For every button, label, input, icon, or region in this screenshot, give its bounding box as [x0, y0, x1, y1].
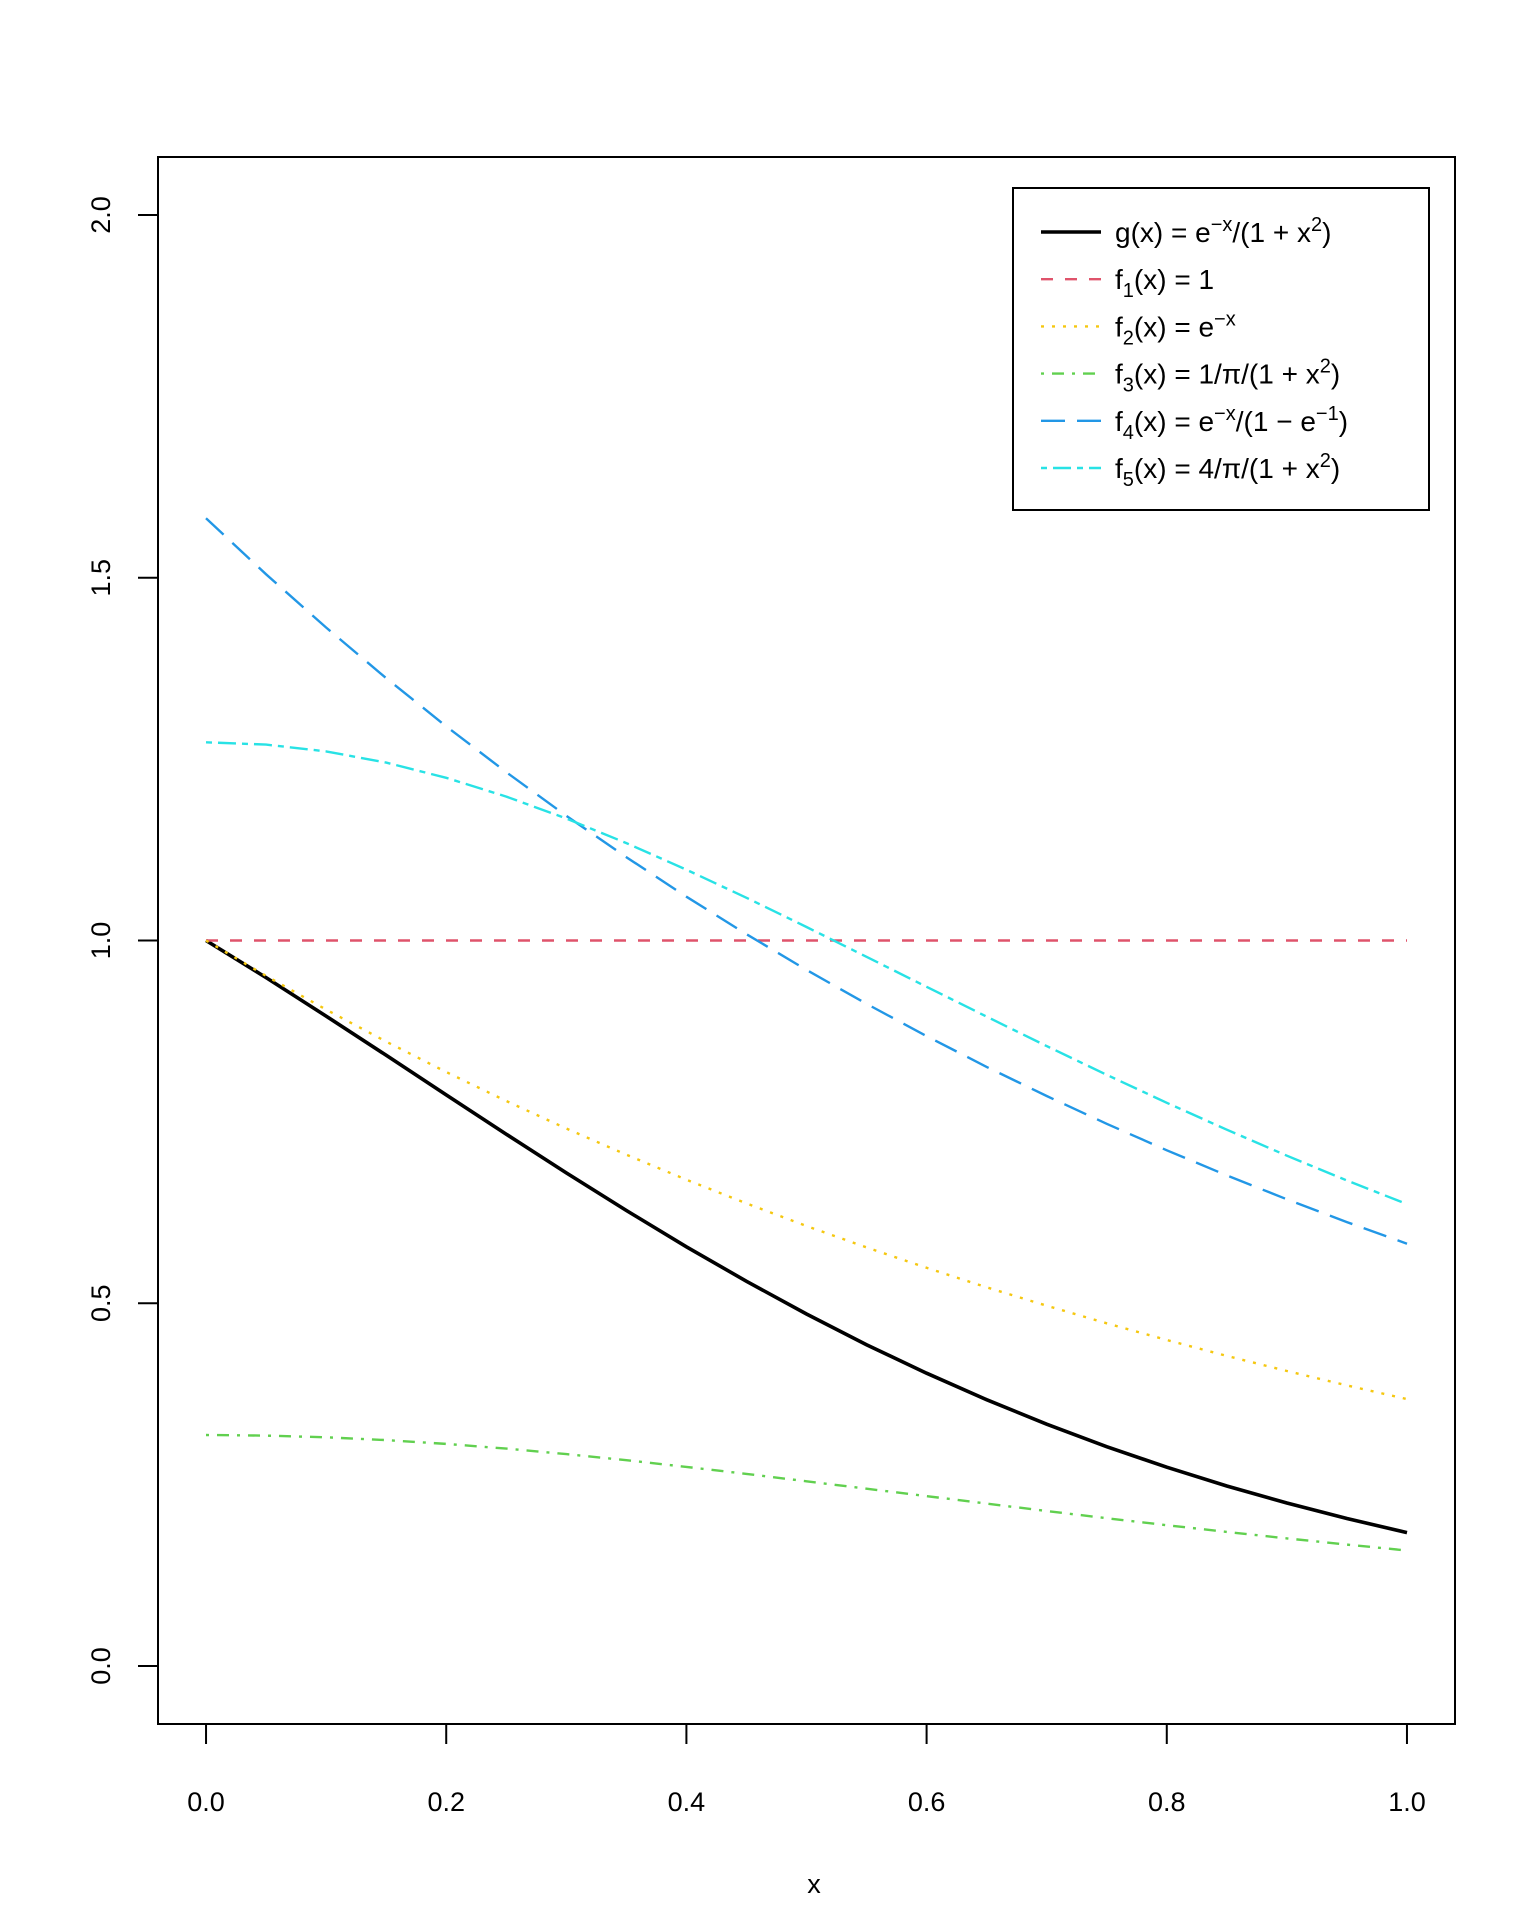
series-line-5	[205, 741, 1408, 1206]
legend-label-5: f5(x) = 4/π/(1 + x2)	[1115, 450, 1340, 491]
legend-label-part: −x	[1214, 403, 1236, 425]
legend-label-1: f1(x) = 1	[1115, 264, 1214, 302]
legend-label-part: f	[1115, 311, 1123, 342]
legend-label-part: 3	[1123, 375, 1134, 397]
legend-label-part: f	[1115, 359, 1123, 390]
legend-label-part: 1	[1123, 280, 1134, 302]
series-line-0	[205, 938, 1408, 1535]
legend-label-part: (x) = e	[1134, 311, 1214, 342]
series-line-4	[205, 517, 1408, 1245]
x-tick-label: 0.0	[187, 1787, 225, 1817]
legend-label-part: /(1 + x	[1232, 217, 1311, 248]
legend-box	[1012, 187, 1430, 511]
x-tick-label: 0.2	[427, 1787, 465, 1817]
x-tick-label: 0.6	[908, 1787, 946, 1817]
legend-label-4: f4(x) = e−x/(1 − e−1)	[1115, 403, 1348, 444]
legend-label-part: )	[1331, 453, 1340, 484]
legend-label-part: 5	[1123, 469, 1134, 491]
legend-label-part: g(x) = e	[1115, 217, 1211, 248]
series-lines	[205, 517, 1408, 1552]
y-tick-label: 2.0	[86, 196, 116, 234]
legend-label-3: f3(x) = 1/π/(1 + x2)	[1115, 356, 1340, 397]
series-line-2	[205, 939, 1408, 1401]
legend-label-part: −1	[1316, 403, 1339, 425]
legend-label-part: (x) = e	[1134, 406, 1214, 437]
x-axis: 0.0 0.2 0.4 0.6 0.8 1.0	[187, 1723, 1426, 1817]
legend-label-part: /(1 − e	[1236, 406, 1316, 437]
y-axis: 0.0 0.5 1.0 1.5 2.0	[86, 196, 159, 1685]
legend-label-part: −x	[1214, 308, 1236, 330]
legend-label-part: −x	[1211, 214, 1233, 236]
legend-label-part: (x) = 1	[1134, 264, 1214, 295]
legend-label-part: 2	[1123, 327, 1134, 349]
y-tick-label: 1.0	[86, 922, 116, 960]
legend-label-0: g(x) = e−x/(1 + x2)	[1115, 214, 1331, 248]
legend-label-part: 4	[1123, 422, 1134, 444]
legend-label-part: 2	[1320, 356, 1331, 378]
legend-label-part: )	[1339, 406, 1348, 437]
legend-label-part: 2	[1320, 450, 1331, 472]
legend-label-part: (x) = 4/π/(1 + x	[1134, 453, 1320, 484]
legend-label-part: 2	[1311, 214, 1322, 236]
legend-label-2: f2(x) = e−x	[1115, 308, 1236, 349]
y-tick-label: 0.0	[86, 1647, 116, 1685]
y-tick-label: 0.5	[86, 1284, 116, 1322]
x-tick-label: 0.4	[668, 1787, 706, 1817]
legend-label-part: )	[1331, 359, 1340, 390]
legend-label-part: )	[1322, 217, 1331, 248]
legend: g(x) = e−x/(1 + x2)f1(x) = 1f2(x) = e−xf…	[1012, 187, 1430, 511]
x-tick-label: 1.0	[1388, 1787, 1426, 1817]
y-tick-label: 1.5	[86, 559, 116, 597]
series-line-3	[205, 1433, 1408, 1552]
legend-label-part: f	[1115, 453, 1123, 484]
legend-label-part: f	[1115, 264, 1123, 295]
x-axis-label: x	[807, 1869, 821, 1899]
legend-label-part: f	[1115, 406, 1123, 437]
x-tick-label: 0.8	[1148, 1787, 1186, 1817]
legend-label-part: (x) = 1/π/(1 + x	[1134, 359, 1320, 390]
